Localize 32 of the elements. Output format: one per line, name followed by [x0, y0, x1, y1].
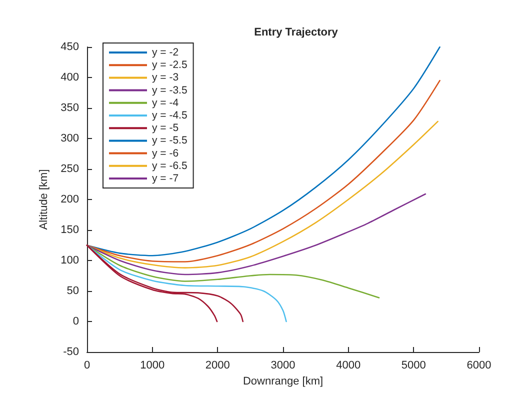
legend-label: y = -2.5	[152, 59, 188, 72]
y-tick-label: 250	[60, 163, 79, 175]
y-tick-label: 150	[60, 224, 79, 236]
y-tick-label: 350	[60, 102, 79, 114]
x-tick-label: 0	[84, 360, 90, 372]
x-tick-label: 2000	[205, 360, 230, 372]
y-tick-label: 50	[66, 285, 79, 297]
x-axis-title: Downrange [km]	[242, 375, 324, 388]
y-tick-label: 100	[60, 254, 79, 266]
x-tick-label: 4000	[336, 360, 361, 372]
legend-label: y = -6	[152, 147, 179, 160]
y-tick-label: 0	[72, 316, 79, 328]
legend-label: y = -2	[152, 46, 179, 58]
x-tick-label: 6000	[466, 360, 492, 372]
x-tick-label: 5000	[401, 360, 426, 372]
y-tick-label: 400	[60, 72, 79, 84]
legend-label: y = -7	[152, 172, 179, 184]
y-axis-title: Altitude [km]	[38, 169, 50, 230]
legend-label: y = -5.5	[152, 134, 188, 147]
y-tick-label: -50	[63, 346, 79, 358]
legend-label: y = -3	[152, 72, 179, 84]
x-tick-label: 3000	[270, 360, 296, 372]
legend-label: y = -3.5	[152, 84, 188, 96]
x-tick-label: 1000	[140, 360, 165, 372]
y-tick-label: 200	[60, 194, 79, 206]
chart-title: Entry Trajectory	[254, 26, 339, 38]
legend-label: y = -4	[152, 96, 179, 109]
legend-label: y = -4.5	[152, 110, 188, 122]
legend-label: y = -6.5	[152, 160, 188, 172]
legend-label: y = -5	[152, 122, 179, 134]
y-tick-label: 300	[60, 132, 79, 144]
y-tick-label: 450	[60, 41, 79, 53]
